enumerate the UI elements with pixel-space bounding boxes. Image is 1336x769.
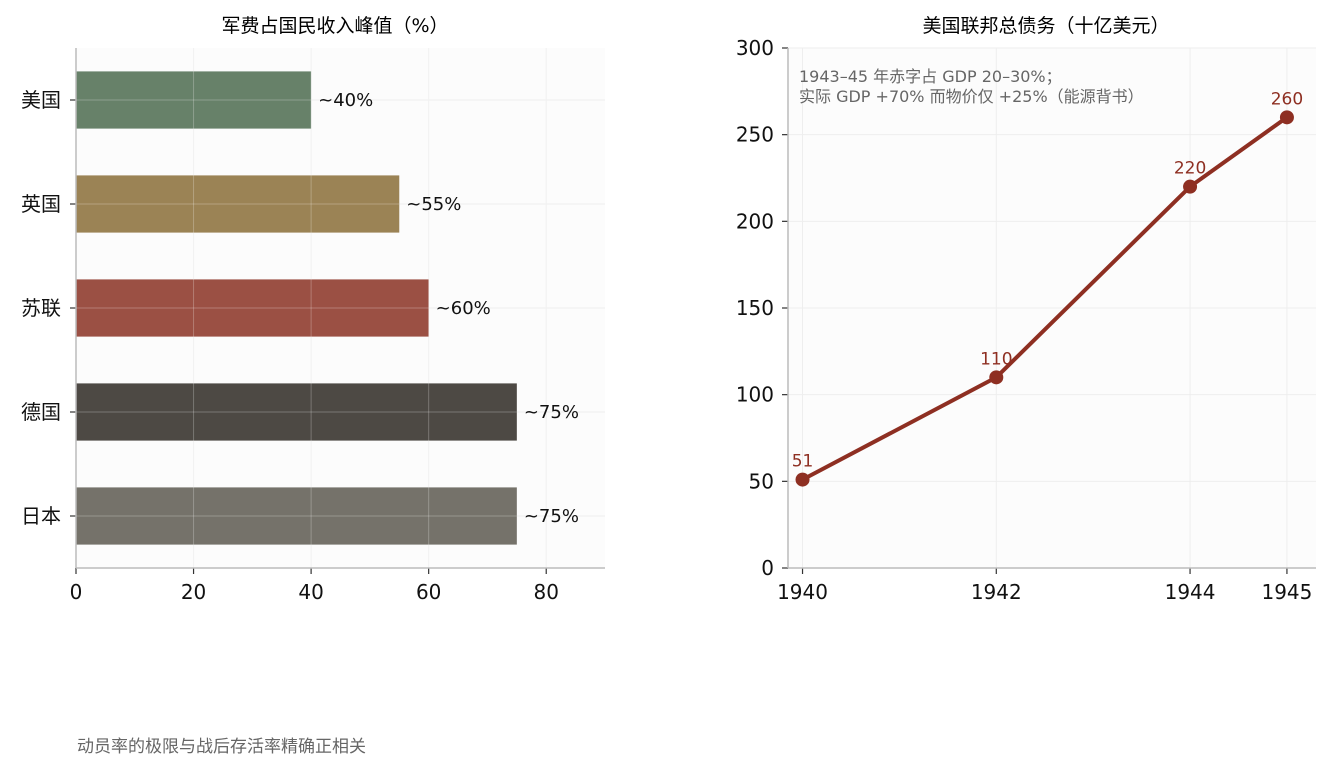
bar-chart-value-label: ~75% (524, 402, 579, 423)
line-chart-point (795, 472, 810, 487)
line-chart-point-label: 220 (1174, 159, 1206, 179)
bar-chart-y-tick-label: 美国 (21, 88, 61, 112)
bar-chart-bar (76, 279, 429, 337)
bar-chart-bar (76, 383, 517, 441)
line-chart-y-tick-label: 150 (736, 296, 774, 320)
line-chart-y-tick-label: 250 (736, 123, 774, 147)
line-chart-point-label: 110 (980, 349, 1012, 369)
line-chart-point-labels: 51 110 220 260 (792, 89, 1303, 471)
line-chart-y-tick-label: 100 (736, 383, 774, 407)
line-chart-x-tick-label: 1944 (1165, 580, 1216, 604)
bar-chart-value-label: ~60% (436, 298, 491, 319)
line-chart-annotation-line-2: 实际 GDP +70% 而物价仅 +25%（能源背书） (799, 87, 1144, 106)
line-chart-y-ticks: 0 50 100 150 200 250 300 (736, 36, 788, 580)
bar-chart: 军费占国民收入峰值（%） ~40% ~55% ~60% ~75% ~75% 美国英国苏联… (21, 15, 605, 604)
bar-chart-value-label: ~55% (406, 194, 461, 215)
bar-chart-bar (76, 71, 312, 129)
bar-chart-value-label: ~40% (318, 90, 373, 111)
bar-chart-y-tick-label: 苏联 (21, 296, 61, 320)
line-chart-point (989, 370, 1004, 385)
bar-chart-bar (76, 175, 400, 233)
bar-chart-x-tick-label: 20 (181, 580, 206, 604)
line-chart-y-tick-label: 0 (761, 556, 774, 580)
line-chart-x-tick-label: 1940 (777, 580, 828, 604)
line-chart-y-tick-label: 200 (736, 209, 774, 233)
bar-chart-x-ticks: 0 20 40 60 80 (70, 568, 559, 604)
bar-chart-x-tick-label: 80 (533, 580, 558, 604)
bar-chart-y-tick-label: 英国 (21, 192, 61, 216)
bar-chart-bars (76, 71, 517, 545)
bar-chart-overgrid (76, 48, 547, 568)
line-chart-y-tick-label: 50 (749, 469, 774, 493)
bar-chart-y-tick-label: 日本 (21, 504, 61, 528)
line-chart-point (1279, 110, 1294, 125)
bar-chart-y-tick-label: 德国 (21, 400, 61, 424)
bar-chart-value-labels: ~40% ~55% ~60% ~75% ~75% (318, 90, 579, 527)
line-chart-points (795, 110, 1294, 487)
line-chart-annotation-line-1: 1943–45 年赤字占 GDP 20–30%； (799, 67, 1062, 86)
line-chart-title: 美国联邦总债务（十亿美元） (922, 15, 1169, 37)
bar-chart-bar (76, 487, 517, 545)
line-chart: 美国联邦总债务（十亿美元） 1943–45 年赤字占 GDP 20–30%； 实… (736, 15, 1316, 604)
line-chart-point-label: 260 (1271, 89, 1303, 109)
line-chart-series-line (800, 115, 1289, 482)
footer-note: 动员率的极限与战后存活率精确正相关 (77, 737, 366, 757)
line-chart-x-tick-label: 1942 (971, 580, 1022, 604)
line-chart-x-ticks: 1940 1942 1944 1945 (777, 568, 1312, 604)
bar-chart-title: 军费占国民收入峰值（%） (221, 15, 448, 37)
bar-chart-x-tick-label: 0 (70, 580, 83, 604)
line-chart-point (1183, 179, 1198, 194)
bar-chart-value-label: ~75% (524, 506, 579, 527)
bar-chart-x-tick-label: 40 (298, 580, 323, 604)
line-chart-x-tick-label: 1945 (1261, 580, 1312, 604)
line-chart-y-tick-label: 300 (736, 36, 774, 60)
bar-chart-x-tick-label: 60 (416, 580, 441, 604)
line-chart-point-label: 51 (792, 452, 814, 472)
